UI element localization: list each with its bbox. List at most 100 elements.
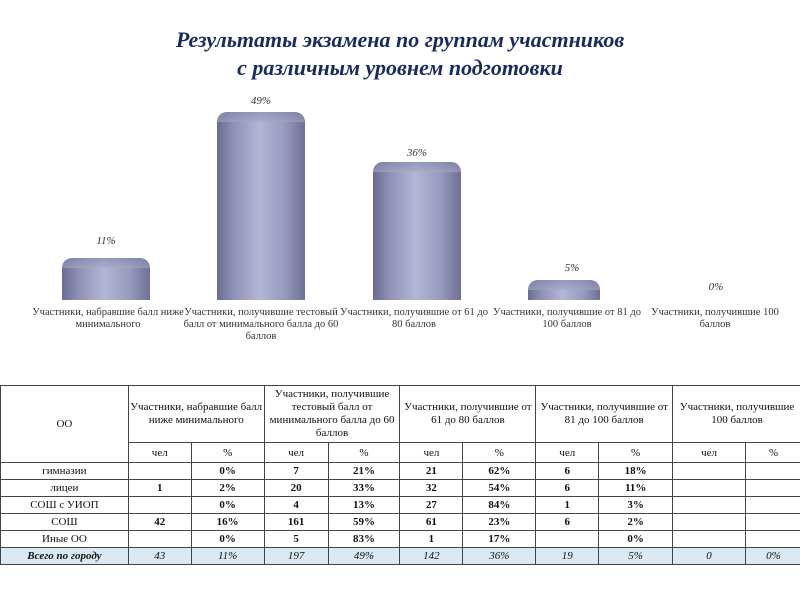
category-label: Участники, получившие от 61 до 80 баллов xyxy=(340,307,488,330)
subheader-count: чел xyxy=(127,442,192,463)
cell: 142 xyxy=(399,547,464,565)
header-group-100: Участники, получившие 100 баллов xyxy=(672,385,800,443)
category-label: Участники, набравшие балл ниже минимальн… xyxy=(32,307,184,330)
table-row: СОШ 42 16% 161 59% 61 23% 6 2% xyxy=(0,513,800,531)
table-row: Иные ОО 0% 5 83% 1 17% 0% xyxy=(0,530,800,548)
category-label: Участники, получившие от 81 до 100 балло… xyxy=(493,307,641,330)
page-title: Результаты экзамена по группам участнико… xyxy=(0,26,800,82)
header-oo: ОО xyxy=(0,385,129,463)
cell: 3% xyxy=(598,496,674,514)
cell: 7 xyxy=(263,462,329,480)
row-name: СОШ с УИОП xyxy=(0,496,129,514)
cell xyxy=(127,496,192,514)
cell: 62% xyxy=(462,462,537,480)
row-name: СОШ xyxy=(0,513,129,531)
cell: 0 xyxy=(672,547,746,565)
cell xyxy=(127,462,192,480)
header-group-61-80: Участники, получившие от 61 до 80 баллов xyxy=(399,385,537,443)
title-line-2: с различным уровнем подготовки xyxy=(237,55,563,80)
value-label: 5% xyxy=(564,262,580,274)
subheader-count: чел xyxy=(672,442,746,463)
cell: 5 xyxy=(263,530,329,548)
cell: 11% xyxy=(598,479,674,497)
row-name: Иные ОО xyxy=(0,530,129,548)
cell: 83% xyxy=(327,530,401,548)
cell: 13% xyxy=(327,496,401,514)
cell: 2% xyxy=(598,513,674,531)
bar-group-61-80: 36% xyxy=(339,95,495,300)
bar xyxy=(373,162,461,300)
cell xyxy=(672,513,746,531)
bar-chart: 11% 49% 36% 5% 0% Участники, набравшие б… xyxy=(0,95,800,375)
bar-group-100: 0% xyxy=(638,95,794,300)
category-label: Участники, получившие 100 баллов xyxy=(651,307,779,330)
cell: 33% xyxy=(327,479,401,497)
cell: 0% xyxy=(190,496,265,514)
subheader-pct: % xyxy=(327,442,401,463)
subheader-count: чел xyxy=(263,442,329,463)
value-label: 0% xyxy=(708,281,724,293)
cell: 17% xyxy=(462,530,537,548)
cell xyxy=(672,462,746,480)
cell: 11% xyxy=(190,547,265,565)
cell: 61 xyxy=(399,513,464,531)
cell: 59% xyxy=(327,513,401,531)
row-name: лицеи xyxy=(0,479,129,497)
bar xyxy=(62,258,150,300)
cell: 19 xyxy=(535,547,600,565)
subheader-pct: % xyxy=(598,442,674,463)
cell: 18% xyxy=(598,462,674,480)
cell: 54% xyxy=(462,479,537,497)
cell: 6 xyxy=(535,513,600,531)
cell: 21% xyxy=(327,462,401,480)
cell: 197 xyxy=(263,547,329,565)
value-label: 49% xyxy=(250,95,272,107)
cell xyxy=(745,513,800,531)
value-label: 11% xyxy=(96,235,116,247)
cell: 43 xyxy=(127,547,192,565)
subheader-pct: % xyxy=(745,442,800,463)
table-row: лицеи 1 2% 20 33% 32 54% 6 11% xyxy=(0,479,800,497)
cell xyxy=(672,530,746,548)
bar xyxy=(528,280,600,300)
subheader-pct: % xyxy=(462,442,537,463)
cell: 32 xyxy=(399,479,464,497)
subheader-count: чел xyxy=(535,442,600,463)
cell xyxy=(127,530,192,548)
cell: 2% xyxy=(190,479,265,497)
row-name: гимназии xyxy=(0,462,129,480)
cell: 1 xyxy=(127,479,192,497)
cell: 21 xyxy=(399,462,464,480)
table-row: СОШ с УИОП 0% 4 13% 27 84% 1 3% xyxy=(0,496,800,514)
cell xyxy=(745,530,800,548)
total-row: Всего по городу 43 11% 197 49% 142 36% 1… xyxy=(0,547,800,565)
cell: 49% xyxy=(327,547,401,565)
cell xyxy=(745,496,800,514)
table-row: гимназии 0% 7 21% 21 62% 6 18% xyxy=(0,462,800,480)
cell: 0% xyxy=(598,530,674,548)
cell: 5% xyxy=(598,547,674,565)
cell: 0% xyxy=(745,547,800,565)
bar xyxy=(217,112,305,300)
row-name: Всего по городу xyxy=(0,547,129,565)
cell xyxy=(745,479,800,497)
header-group-min-60: Участники, получившие тестовый балл от м… xyxy=(263,385,401,443)
cell xyxy=(535,530,600,548)
cell: 1 xyxy=(399,530,464,548)
bar-group-min-60: 49% xyxy=(183,95,339,300)
title-line-1: Результаты экзамена по группам участнико… xyxy=(175,27,625,52)
results-table: ОО Участники, набравшие балл ниже минима… xyxy=(0,385,800,565)
cell: 42 xyxy=(127,513,192,531)
cell xyxy=(745,462,800,480)
bar-group-81-100: 5% xyxy=(494,95,650,300)
cell: 161 xyxy=(263,513,329,531)
bar-group-below-min: 11% xyxy=(28,95,184,300)
cell: 6 xyxy=(535,479,600,497)
cell: 36% xyxy=(462,547,537,565)
cell xyxy=(672,496,746,514)
cell: 0% xyxy=(190,462,265,480)
subheader-pct: % xyxy=(190,442,265,463)
cell xyxy=(672,479,746,497)
subheader-count: чел xyxy=(399,442,464,463)
header-group-below-min: Участники, набравшие балл ниже минимальн… xyxy=(127,385,265,443)
